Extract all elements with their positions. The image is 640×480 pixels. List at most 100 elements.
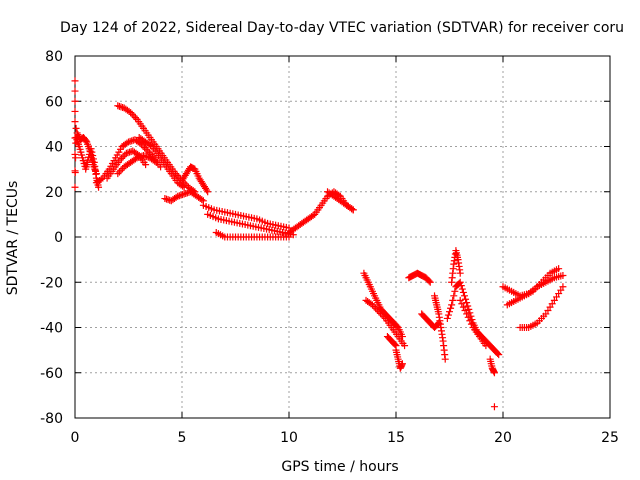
data-point [131,114,139,122]
data-point [441,355,449,363]
y-tick-label: -20 [40,275,63,291]
data-point [559,283,567,291]
track-arc-18 [383,333,400,350]
data-point [88,157,96,165]
track-arc-23 [448,247,464,286]
data-point [451,287,459,295]
track-arc-26 [490,403,498,411]
track-arc-16 [362,296,409,350]
data-point [71,169,79,177]
data-point [378,311,386,319]
data-point [71,183,79,191]
data-point [425,277,433,285]
track-arc-20 [418,310,443,331]
x-tick-label: 20 [494,430,512,446]
track-arc-3 [92,136,165,187]
data-point [82,137,90,145]
data-point [373,306,381,314]
data-point [157,163,165,171]
y-tick-label: 20 [45,185,63,201]
data-point [71,97,79,105]
data-point [458,285,466,293]
data-point [88,154,96,162]
track-arc-5 [114,152,160,178]
data-point [349,206,357,214]
data-point [114,170,122,178]
data-point [495,351,503,359]
x-tick-label: 15 [387,430,405,446]
data-point [456,296,464,304]
data-point [172,193,180,201]
track-arc-13 [285,188,357,236]
data-point [443,314,451,322]
data-point [462,295,470,303]
track-arc-12 [212,228,293,241]
data-point [456,278,464,286]
track-arc-11 [204,210,297,239]
data-point [450,292,458,300]
data-point [180,183,188,191]
data-point [467,320,475,328]
data-point [71,77,79,85]
data-point [117,166,125,174]
data-point [203,186,211,194]
data-point [446,308,453,316]
data-point [447,304,455,312]
data-point [494,350,502,358]
track-arc-9 [178,163,212,196]
data-point [370,303,378,311]
data-point [401,342,409,350]
data-point [130,112,138,120]
data-point [391,340,399,348]
track-arc-8 [161,188,207,205]
data-point [309,212,317,220]
track-arc-2 [73,129,100,178]
track-arc-28 [503,265,563,309]
data-point [142,145,150,153]
y-tick-label: 80 [45,49,63,65]
y-tick-label: 60 [45,94,63,110]
y-tick-label: -80 [40,411,63,427]
data-point [127,109,135,117]
data-point [461,307,469,315]
grid [75,56,610,418]
data-point [482,342,490,350]
data-point [426,278,434,286]
data-point [142,161,150,169]
data-point [152,158,160,166]
data-point [466,317,474,325]
y-tick-label: 0 [54,230,63,246]
track-arc-17 [392,346,406,372]
data-point [139,142,147,150]
data-point [555,265,563,273]
data-point [72,139,80,147]
data-point [490,403,498,411]
x-axis-label: GPS time / hours [281,459,398,475]
data-point [444,311,452,319]
y-tick-label: 40 [45,140,63,156]
chart-title: Day 124 of 2022, Sidereal Day-to-day VTE… [60,20,624,36]
track-arc-7 [135,133,188,191]
x-tick-label: 5 [178,430,187,446]
data-point [459,303,467,311]
data-point [87,150,95,158]
data-point [459,288,467,296]
data-point [458,300,466,308]
data-point [71,118,79,126]
y-tick-labels: -80 -60 -40 -20 0 20 40 60 80 [40,49,63,427]
data-point [86,147,94,155]
data-point [123,139,131,147]
data-point [392,342,400,350]
data-point [119,153,127,161]
data-point [376,309,384,317]
data-point [128,110,136,118]
data-point [398,360,406,368]
data-point [372,304,380,312]
data-point [463,310,471,318]
data-point [559,271,567,279]
y-tick-label: -40 [40,321,63,337]
data-point [449,296,457,304]
data-point [71,107,79,115]
data-point [465,305,473,313]
